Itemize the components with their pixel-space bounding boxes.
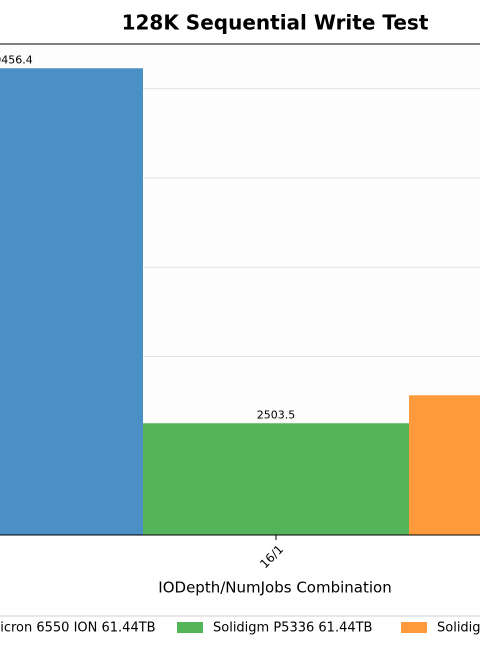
legend-label: Micron 6550 ION 61.44TB bbox=[0, 621, 156, 636]
legend-swatch bbox=[401, 622, 427, 633]
chart-title: 128K Sequential Write Test bbox=[122, 11, 429, 35]
bar bbox=[143, 423, 409, 535]
legend-box bbox=[0, 615, 480, 650]
x-axis-label: IODepth/NumJobs Combination bbox=[158, 579, 391, 597]
legend-swatch bbox=[177, 622, 203, 633]
bar bbox=[409, 395, 480, 535]
legend-label: Solidigm P5336 61.44TB bbox=[213, 621, 372, 636]
x-tick-label: 16/1 bbox=[257, 542, 286, 571]
legend-label: Solidigm D7-P5520 30.72TB bbox=[437, 621, 480, 636]
bar bbox=[0, 68, 143, 535]
value-label: 10456.4 bbox=[0, 53, 33, 66]
value-label: 2503.5 bbox=[257, 408, 296, 421]
